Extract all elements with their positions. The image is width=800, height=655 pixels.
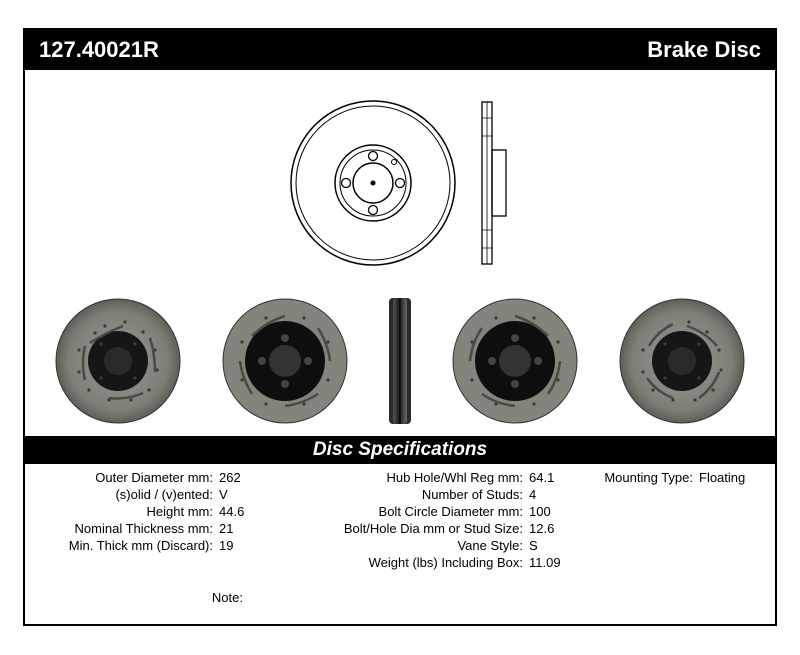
- product-type: Brake Disc: [647, 37, 761, 63]
- disc-photo-front-2: [619, 298, 745, 424]
- spec-row: (s)olid / (v)ented:V: [35, 487, 275, 502]
- technical-diagram-area: [25, 70, 775, 286]
- spec-row: Min. Thick mm (Discard):19: [35, 538, 275, 553]
- spec-value: 44.6: [219, 504, 275, 519]
- spec-value: 21: [219, 521, 275, 536]
- spec-row: Mounting Type:Floating: [585, 470, 765, 485]
- spec-label: Outer Diameter mm:: [35, 470, 219, 485]
- diagram-front-view: [288, 98, 458, 268]
- specs-table: Outer Diameter mm:262 (s)olid / (v)ented…: [25, 464, 775, 574]
- spec-value: 12.6: [529, 521, 585, 536]
- spec-label: Vane Style:: [275, 538, 529, 553]
- spec-value: 262: [219, 470, 275, 485]
- spec-label: Number of Studs:: [275, 487, 529, 502]
- specs-col-2: Hub Hole/Whl Reg mm:64.1 Number of Studs…: [275, 470, 585, 570]
- spec-label: Nominal Thickness mm:: [35, 521, 219, 536]
- photo-row: [25, 286, 775, 436]
- spec-row: Weight (lbs) Including Box:11.09: [275, 555, 585, 570]
- part-number: 127.40021R: [39, 37, 159, 63]
- spec-value: Floating: [699, 470, 765, 485]
- spec-row: Bolt/Hole Dia mm or Stud Size:12.6: [275, 521, 585, 536]
- spec-value: 100: [529, 504, 585, 519]
- spec-label: Height mm:: [35, 504, 219, 519]
- spec-value: 4: [529, 487, 585, 502]
- disc-photo-edge: [389, 298, 411, 424]
- spec-row: Outer Diameter mm:262: [35, 470, 275, 485]
- spec-sheet-frame: 127.40021R Brake Disc: [23, 28, 777, 626]
- specs-col-3: Mounting Type:Floating: [585, 470, 765, 570]
- spec-label: Min. Thick mm (Discard):: [35, 538, 219, 553]
- spec-row: Hub Hole/Whl Reg mm:64.1: [275, 470, 585, 485]
- spec-label: Bolt/Hole Dia mm or Stud Size:: [275, 521, 529, 536]
- spec-value: 19: [219, 538, 275, 553]
- spec-row: Height mm:44.6: [35, 504, 275, 519]
- diagram-side-view: [476, 98, 512, 268]
- header-bar: 127.40021R Brake Disc: [25, 30, 775, 70]
- spec-value: S: [529, 538, 585, 553]
- spec-label: Weight (lbs) Including Box:: [275, 555, 529, 570]
- disc-photo-back-1: [222, 298, 348, 424]
- note-row: Note:: [25, 574, 775, 605]
- spec-label: (s)olid / (v)ented:: [35, 487, 219, 502]
- spec-header-text: Disc Specifications: [313, 439, 487, 460]
- spec-label: Bolt Circle Diameter mm:: [275, 504, 529, 519]
- note-label: Note:: [39, 590, 249, 605]
- spec-row: Vane Style:S: [275, 538, 585, 553]
- spec-value: V: [219, 487, 275, 502]
- spec-label: Hub Hole/Whl Reg mm:: [275, 470, 529, 485]
- spec-row: Number of Studs:4: [275, 487, 585, 502]
- spec-value: 11.09: [529, 555, 585, 570]
- disc-photo-front-1: [55, 298, 181, 424]
- spec-header-bar: Disc Specifications: [25, 436, 775, 464]
- spec-value: 64.1: [529, 470, 585, 485]
- spec-row: Bolt Circle Diameter mm:100: [275, 504, 585, 519]
- disc-photo-back-2: [452, 298, 578, 424]
- specs-col-1: Outer Diameter mm:262 (s)olid / (v)ented…: [35, 470, 275, 570]
- spec-row: Nominal Thickness mm:21: [35, 521, 275, 536]
- spec-label: Mounting Type:: [585, 470, 699, 485]
